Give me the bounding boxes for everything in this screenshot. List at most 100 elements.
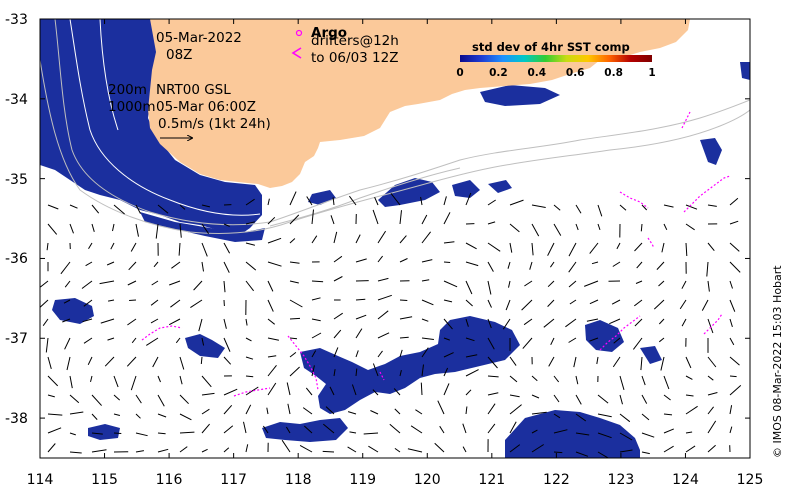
- current-vector: [289, 317, 301, 320]
- current-vector: [531, 429, 538, 434]
- current-vector: [201, 242, 208, 257]
- current-vector: [531, 375, 538, 382]
- current-vector: [465, 280, 473, 295]
- current-vector: [40, 299, 49, 308]
- current-vector: [729, 426, 733, 434]
- current-vector: [439, 425, 445, 434]
- current-vector: [531, 411, 547, 415]
- x-tick-119: 119: [349, 472, 376, 488]
- current-vector: [87, 356, 93, 366]
- current-vector: [729, 299, 736, 312]
- current-vector: [322, 450, 335, 453]
- drifter-track: [681, 111, 691, 129]
- y-tick-37: -37: [5, 331, 28, 347]
- current-vector: [681, 318, 687, 327]
- current-vector: [641, 413, 650, 421]
- colorbar-title: std dev of 4hr SST comp: [472, 40, 630, 54]
- current-vector: [245, 280, 254, 292]
- current-vector: [597, 204, 603, 217]
- current-vector: [707, 318, 714, 334]
- y-tick-36: -36: [5, 251, 28, 267]
- current-vector: [619, 394, 623, 405]
- current-vector: [157, 448, 169, 453]
- current-vector: [729, 375, 737, 378]
- current-vector: [179, 394, 189, 405]
- current-vector: [685, 204, 698, 210]
- x-tick-116: 116: [156, 472, 183, 488]
- date-label: 05-Mar-2022: [156, 30, 242, 46]
- current-vector: [421, 337, 434, 340]
- current-vector: [289, 337, 298, 340]
- current-vector: [547, 280, 555, 288]
- current-vector: [113, 413, 121, 416]
- current-vector: [351, 384, 357, 396]
- current-vector: [81, 280, 93, 289]
- current-vector: [462, 446, 467, 453]
- streamline-2: [99, 19, 119, 131]
- current-vector: [619, 204, 627, 211]
- current-vector: [443, 383, 450, 396]
- current-vector: [663, 223, 668, 231]
- current-vector: [487, 337, 495, 350]
- current-vector: [104, 356, 115, 367]
- current-vector: [108, 299, 115, 302]
- current-vector: [193, 280, 203, 291]
- current-vector: [487, 242, 501, 252]
- current-vector: [179, 356, 185, 370]
- current-vector: [421, 214, 428, 225]
- current-vector: [223, 261, 230, 273]
- current-vector: [62, 318, 71, 323]
- drifter-track: [141, 325, 183, 341]
- sst-patch-205-345: [185, 334, 225, 358]
- current-vector: [502, 318, 511, 330]
- current-vector: [311, 332, 322, 339]
- current-vector: [663, 394, 671, 401]
- current-vector: [168, 318, 181, 326]
- current-vector: [443, 352, 454, 358]
- current-vector: [641, 451, 650, 455]
- current-vector: [729, 385, 742, 396]
- current-vector: [443, 318, 453, 330]
- current-vector: [47, 375, 59, 387]
- current-vector: [64, 337, 71, 350]
- current-vector: [584, 280, 599, 287]
- y-tick-34: -34: [5, 92, 28, 108]
- current-vector: [146, 337, 159, 346]
- current-vector: [170, 299, 181, 308]
- current-vector: [91, 223, 95, 232]
- current-vector: [521, 299, 533, 311]
- current-vector: [223, 337, 231, 352]
- current-vector: [69, 411, 84, 415]
- current-vector: [311, 280, 324, 283]
- current-vector: [465, 369, 479, 377]
- current-vector: [437, 400, 445, 415]
- current-vector: [531, 242, 534, 256]
- current-vector: [524, 280, 533, 287]
- current-vector: [597, 451, 610, 458]
- current-vector: [243, 421, 247, 434]
- current-vector: [349, 431, 357, 434]
- current-vector: [505, 299, 511, 311]
- current-vector: [443, 241, 455, 244]
- x-tick-122: 122: [543, 472, 570, 488]
- current-vector: [135, 450, 144, 453]
- current-vector: [509, 394, 520, 398]
- current-vector: [289, 280, 299, 284]
- x-tick-118: 118: [285, 472, 312, 488]
- current-vector: [487, 403, 496, 415]
- current-vector: [685, 356, 692, 369]
- current-vector: [333, 329, 342, 339]
- current-vector: [553, 394, 560, 403]
- current-vector: [663, 375, 670, 390]
- current-vector: [372, 209, 379, 225]
- current-vector: [421, 259, 433, 263]
- current-vector: [306, 196, 313, 206]
- current-vector: [47, 427, 62, 434]
- current-vector: [420, 382, 423, 396]
- current-vector: [729, 261, 741, 273]
- bathymetry-contours: [40, 19, 750, 235]
- current-vector: [641, 375, 646, 386]
- current-vector: [69, 432, 76, 436]
- sst-patch-460-188: [452, 180, 480, 198]
